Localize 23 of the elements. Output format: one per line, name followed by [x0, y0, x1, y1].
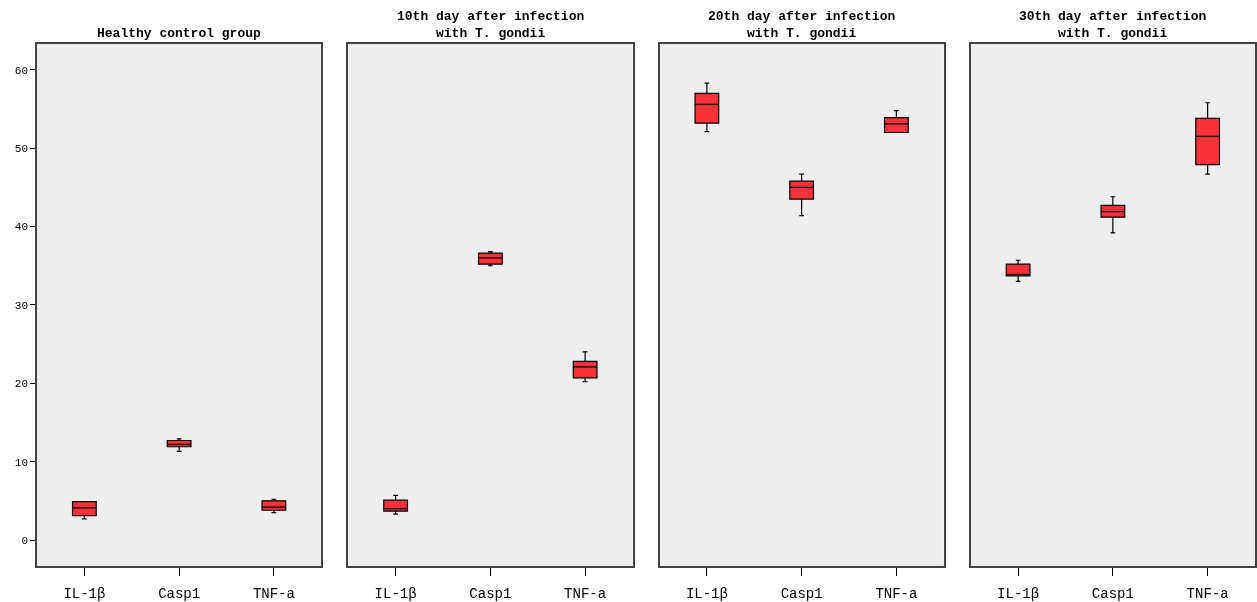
x-tick-label: IL-1β	[374, 586, 417, 602]
x-tick-label: IL-1β	[997, 586, 1040, 602]
x-tick-label: TNF-a	[564, 586, 607, 602]
y-tick-label: 30	[14, 299, 29, 312]
y-tick-label: 10	[14, 456, 29, 469]
chart-title: 10th day after infection with T. gondii	[397, 9, 585, 41]
y-tick-label: 40	[14, 221, 29, 234]
x-tick-label: Casp1	[469, 586, 512, 602]
x-tick-label: TNF-a	[1186, 586, 1229, 602]
y-tick-label: 50	[14, 143, 29, 156]
x-tick-label: IL-1β	[63, 586, 106, 602]
x-tick-label: TNF-a	[875, 586, 918, 602]
x-tick-label: IL-1β	[685, 586, 728, 602]
x-tick-label: Casp1	[158, 586, 201, 602]
y-tick-label: 60	[14, 64, 29, 77]
chart-title: Healthy control group	[97, 26, 262, 41]
y-tick-label: 0	[21, 534, 29, 547]
chart-title: 30th day after infection with T. gondii	[1019, 9, 1207, 41]
chart-title: 20th day after infection with T. gondii	[708, 9, 896, 41]
y-tick-label: 20	[14, 378, 29, 391]
x-tick-label: Casp1	[780, 586, 823, 602]
x-tick-label: Casp1	[1091, 586, 1134, 602]
x-tick-label: TNF-a	[252, 586, 295, 602]
